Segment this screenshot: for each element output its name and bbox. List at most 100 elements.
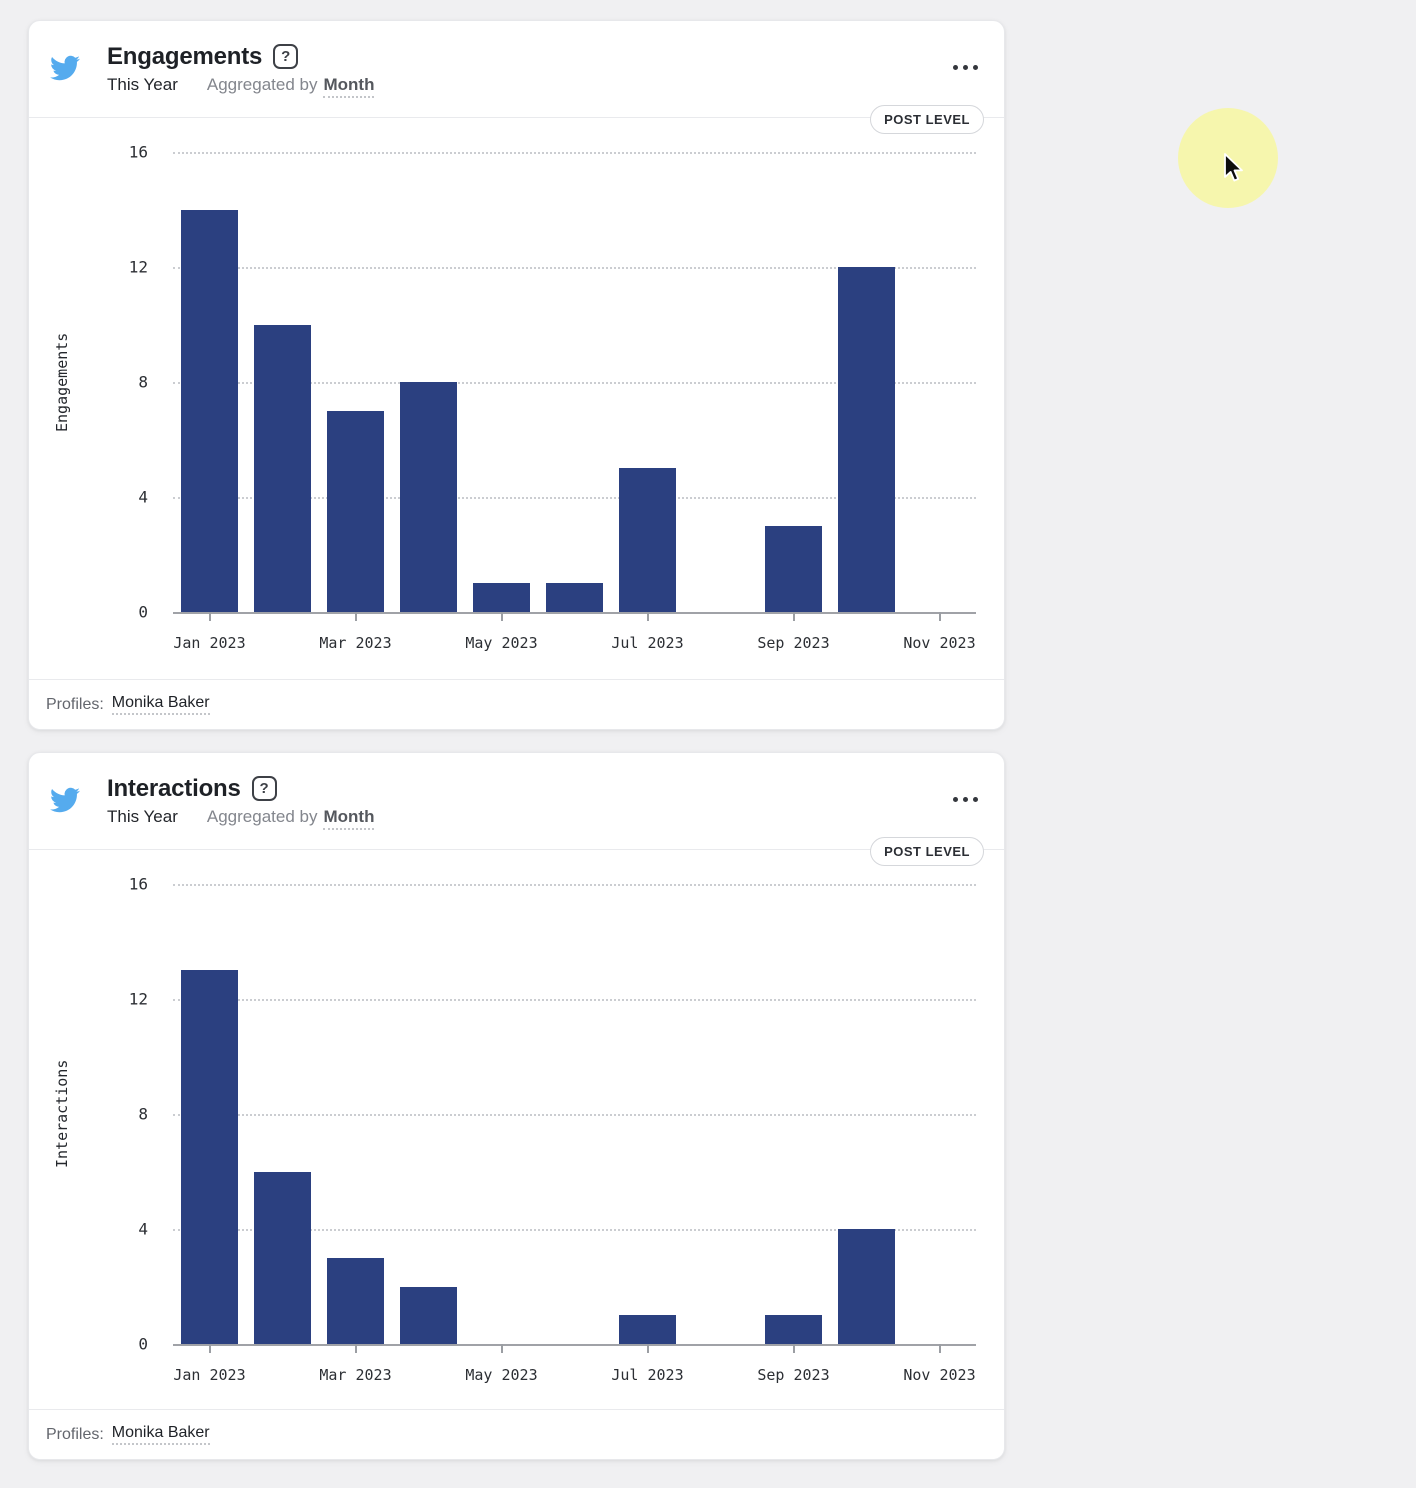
bar-slot bbox=[830, 884, 903, 1344]
x-tick-label: Sep 2023 bbox=[757, 634, 830, 652]
x-axis-tick bbox=[354, 612, 357, 621]
bar-oct-2023[interactable] bbox=[838, 1229, 895, 1344]
cursor-arrow-icon bbox=[1224, 153, 1243, 182]
bar-slot bbox=[830, 152, 903, 612]
bar-slot bbox=[611, 152, 684, 612]
ellipsis-icon bbox=[953, 65, 958, 70]
bar-sep-2023[interactable] bbox=[765, 1315, 822, 1344]
date-range-label: This Year bbox=[107, 807, 178, 826]
ellipsis-icon bbox=[953, 797, 958, 802]
x-tick-label: Nov 2023 bbox=[903, 1366, 976, 1384]
gridline bbox=[173, 267, 976, 269]
aggregated-by-month-link[interactable]: Month bbox=[323, 807, 375, 830]
bar-feb-2023[interactable] bbox=[254, 1171, 311, 1344]
card-header: Engagements ? This Year Aggregated by Mo… bbox=[29, 21, 1004, 118]
gridline bbox=[173, 884, 976, 886]
y-tick-label: 16 bbox=[128, 874, 148, 894]
question-mark-icon: ? bbox=[281, 47, 291, 65]
x-axis-tick bbox=[938, 1344, 941, 1353]
bar-may-2023[interactable] bbox=[473, 583, 530, 612]
bar-apr-2023[interactable] bbox=[400, 382, 457, 612]
bar-feb-2023[interactable] bbox=[254, 324, 311, 612]
profile-link[interactable]: Monika Baker bbox=[111, 1424, 210, 1445]
bar-slot bbox=[538, 884, 611, 1344]
bars bbox=[173, 152, 976, 612]
x-tick-label: Jul 2023 bbox=[611, 634, 684, 652]
bar-slot bbox=[684, 152, 757, 612]
x-axis-tick bbox=[792, 1344, 795, 1353]
header-text: Interactions ? This Year Aggregated by M… bbox=[107, 775, 375, 830]
bar-jul-2023[interactable] bbox=[619, 468, 676, 612]
y-tick-label: 8 bbox=[138, 1104, 148, 1124]
x-axis-tick bbox=[500, 612, 503, 621]
card-footer: Profiles: Monika Baker bbox=[29, 1409, 1004, 1459]
bar-slot bbox=[392, 152, 465, 612]
bar-sep-2023[interactable] bbox=[765, 525, 822, 612]
x-tick-label: Jul 2023 bbox=[611, 1366, 684, 1384]
x-axis-tick bbox=[354, 1344, 357, 1353]
bar-slot bbox=[173, 152, 246, 612]
bar-jan-2023[interactable] bbox=[181, 209, 238, 612]
aggregated-by-month-link[interactable]: Month bbox=[323, 75, 375, 98]
y-axis-labels: 0 4 8 12 16 bbox=[29, 875, 148, 1354]
plot-area: Jan 2023 Mar 2023 May 2023 Jul 2023 Sep 2023… bbox=[173, 884, 976, 1384]
y-tick-label: 12 bbox=[128, 989, 148, 1009]
bar-jan-2023[interactable] bbox=[181, 970, 238, 1344]
x-tick-label: May 2023 bbox=[465, 634, 538, 652]
post-level-badge: POST LEVEL bbox=[870, 837, 984, 866]
date-range-label: This Year bbox=[107, 75, 178, 94]
y-tick-label: 16 bbox=[128, 142, 148, 162]
y-tick-label: 8 bbox=[138, 372, 148, 392]
help-button[interactable]: ? bbox=[251, 776, 277, 801]
card-footer: Profiles: Monika Baker bbox=[29, 679, 1004, 729]
bar-slot bbox=[246, 152, 319, 612]
plot-area: Jan 2023 Mar 2023 May 2023 Jul 2023 Sep 2023… bbox=[173, 152, 976, 652]
bar-slot bbox=[392, 884, 465, 1344]
x-axis-tick bbox=[938, 612, 941, 621]
bar-slot bbox=[903, 884, 976, 1344]
gridline bbox=[173, 1114, 976, 1116]
bar-slot bbox=[246, 884, 319, 1344]
bar-oct-2023[interactable] bbox=[838, 267, 895, 612]
gridline bbox=[173, 497, 976, 499]
question-mark-icon: ? bbox=[259, 779, 269, 797]
engagements-chart: Engagements 0 4 8 12 16 Jan 2023 Mar 2023 May … bbox=[29, 118, 1004, 680]
more-menu-button[interactable] bbox=[949, 791, 982, 808]
bar-apr-2023[interactable] bbox=[400, 1286, 457, 1344]
bar-slot bbox=[319, 884, 392, 1344]
twitter-icon bbox=[50, 55, 80, 81]
bars bbox=[173, 884, 976, 1344]
bar-slot bbox=[465, 884, 538, 1344]
x-tick-label: Nov 2023 bbox=[903, 634, 976, 652]
bar-slot bbox=[684, 884, 757, 1344]
card-title: Engagements bbox=[107, 43, 263, 70]
aggregated-by-label: Aggregated by bbox=[206, 75, 318, 94]
y-tick-label: 4 bbox=[138, 1219, 148, 1239]
gridline bbox=[173, 1229, 976, 1231]
bar-mar-2023[interactable] bbox=[327, 1257, 384, 1344]
profile-link[interactable]: Monika Baker bbox=[111, 694, 210, 715]
gridline bbox=[173, 382, 976, 384]
bar-slot bbox=[173, 884, 246, 1344]
gridline bbox=[173, 999, 976, 1001]
help-button[interactable]: ? bbox=[273, 44, 299, 69]
bar-slot bbox=[611, 884, 684, 1344]
bar-jul-2023[interactable] bbox=[619, 1315, 676, 1344]
x-axis-tick bbox=[646, 612, 649, 621]
x-tick-label: Sep 2023 bbox=[757, 1366, 830, 1384]
x-axis-tick bbox=[792, 612, 795, 621]
x-axis-tick bbox=[208, 1344, 211, 1353]
aggregated-by-label: Aggregated by bbox=[206, 807, 318, 826]
x-axis-tick bbox=[208, 612, 211, 621]
bar-slot bbox=[757, 152, 830, 612]
card-title: Interactions bbox=[107, 775, 241, 802]
card-header: Interactions ? This Year Aggregated by M… bbox=[29, 753, 1004, 850]
more-menu-button[interactable] bbox=[949, 59, 982, 76]
post-level-badge: POST LEVEL bbox=[870, 105, 984, 134]
x-tick-label: Jan 2023 bbox=[173, 634, 246, 652]
bar-slot bbox=[757, 884, 830, 1344]
bar-jun-2023[interactable] bbox=[546, 583, 603, 612]
y-tick-label: 12 bbox=[128, 257, 148, 277]
header-text: Engagements ? This Year Aggregated by Mo… bbox=[107, 43, 375, 98]
bar-mar-2023[interactable] bbox=[327, 410, 384, 612]
